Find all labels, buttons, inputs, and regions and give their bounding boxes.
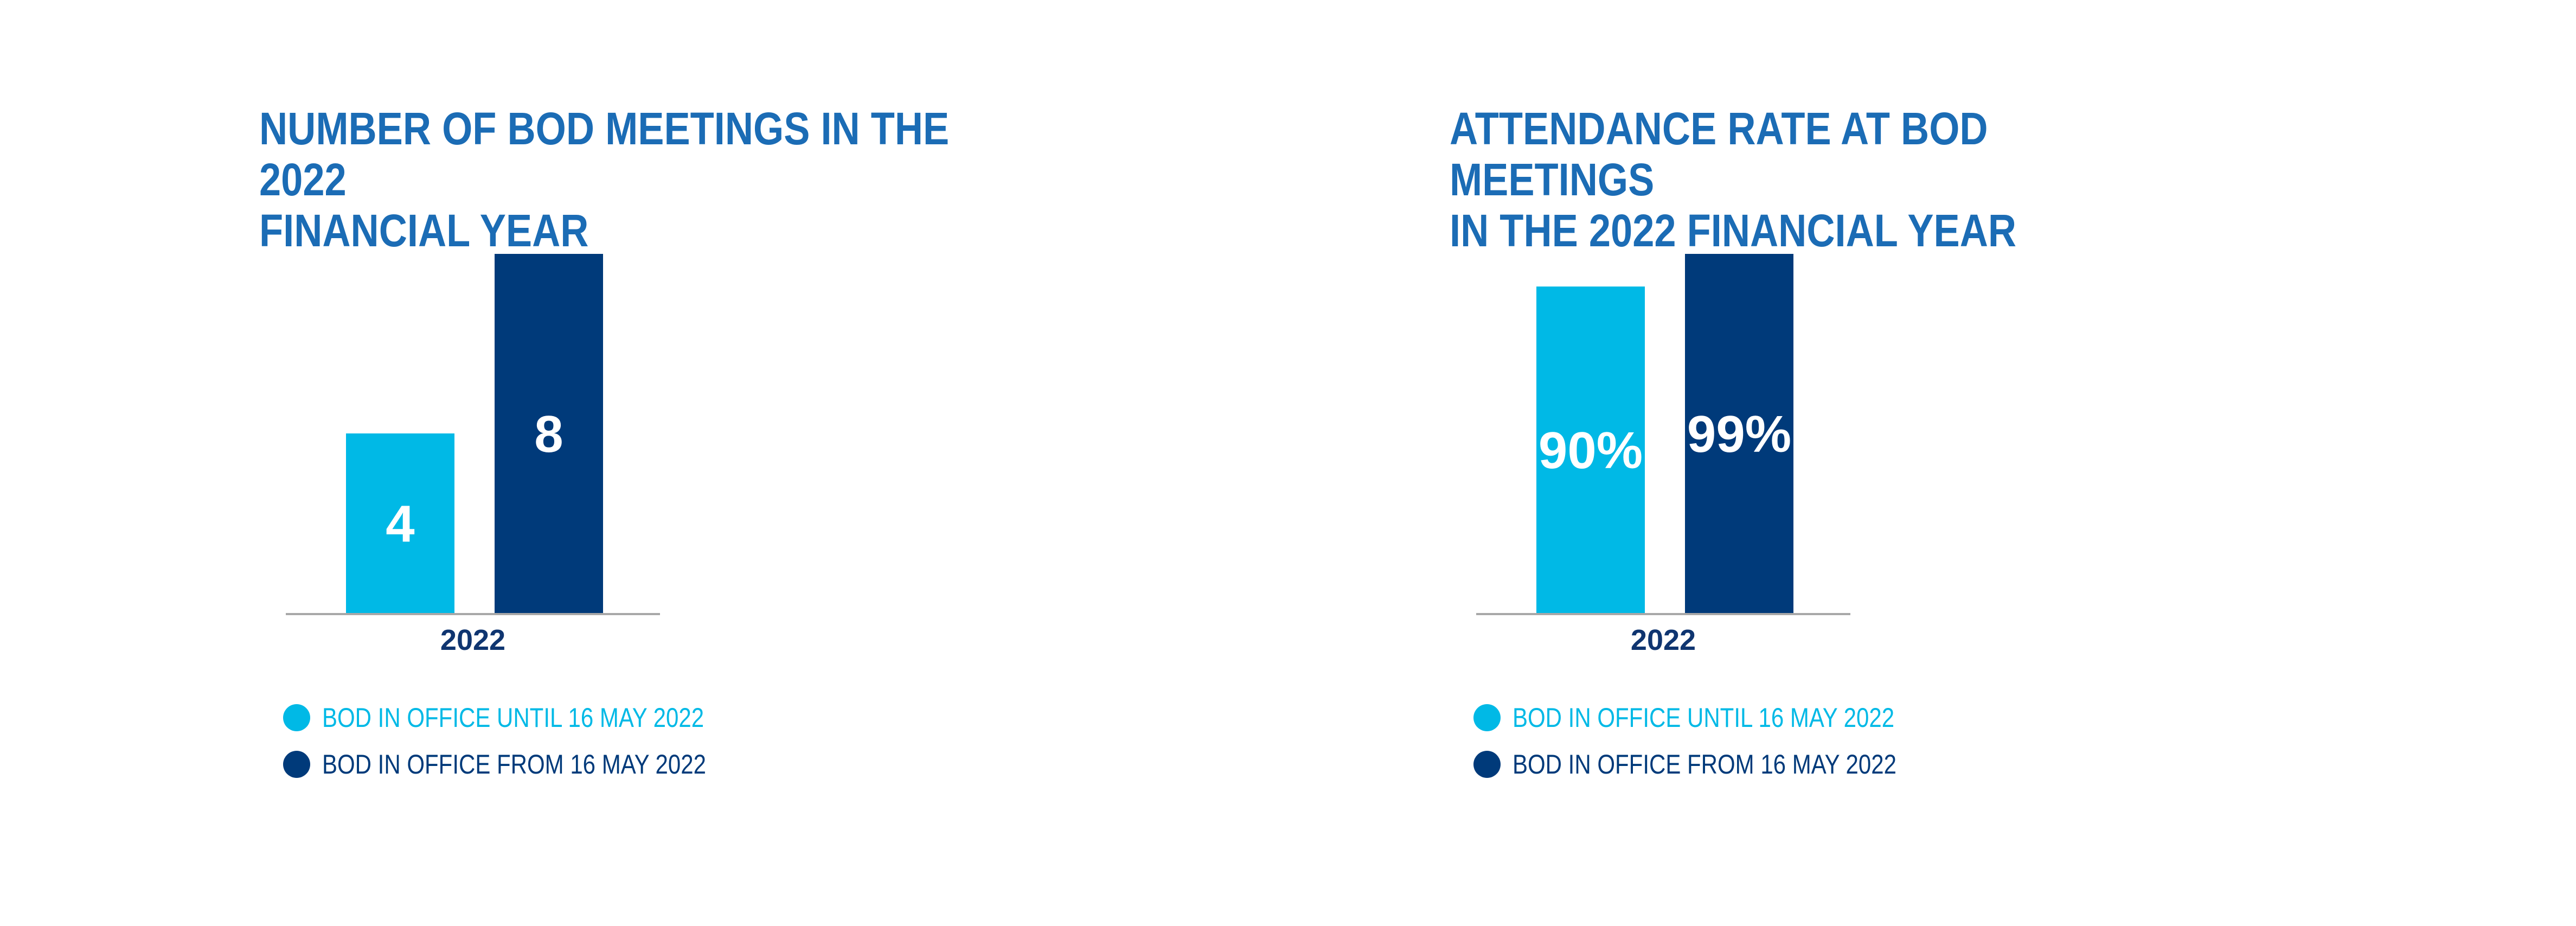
bar-chart-plot: 90% 99% 2022 bbox=[1476, 254, 1850, 656]
chart-title: NUMBER OF BOD MEETINGS IN THE 2022 FINAN… bbox=[259, 103, 959, 256]
x-tick-label: 2022 bbox=[440, 624, 505, 656]
chart-panel-attendance-rate: ATTENDANCE RATE AT BOD MEETINGS IN THE 2… bbox=[1190, 0, 2275, 926]
bar-value-label-from: 8 bbox=[534, 405, 563, 463]
legend-dot-until bbox=[1473, 704, 1501, 731]
bar-value-label-until: 90% bbox=[1539, 422, 1643, 480]
legend-label-until: BOD IN OFFICE UNTIL 16 MAY 2022 bbox=[322, 703, 704, 733]
chart-panel-bod-meetings: NUMBER OF BOD MEETINGS IN THE 2022 FINAN… bbox=[0, 0, 1085, 926]
chart-title-line-2: FINANCIAL YEAR bbox=[259, 205, 589, 256]
chart-title-line-1: ATTENDANCE RATE AT BOD MEETINGS bbox=[1450, 103, 1988, 205]
x-tick-label: 2022 bbox=[1631, 624, 1696, 656]
chart-title: ATTENDANCE RATE AT BOD MEETINGS IN THE 2… bbox=[1450, 103, 2149, 256]
legend-item-from: BOD IN OFFICE FROM 16 MAY 2022 bbox=[283, 741, 779, 788]
legend-label-until: BOD IN OFFICE UNTIL 16 MAY 2022 bbox=[1513, 703, 1895, 733]
legend-label-from: BOD IN OFFICE FROM 16 MAY 2022 bbox=[322, 749, 706, 780]
bar-until bbox=[346, 433, 454, 613]
bar-from bbox=[495, 254, 603, 613]
chart-legend: BOD IN OFFICE UNTIL 16 MAY 2022 BOD IN O… bbox=[1473, 694, 1970, 788]
bar-from bbox=[1685, 254, 1793, 613]
bar-value-label-until: 4 bbox=[386, 495, 414, 553]
legend-label-from: BOD IN OFFICE FROM 16 MAY 2022 bbox=[1513, 749, 1896, 780]
legend-dot-from bbox=[1473, 751, 1501, 778]
chart-title-line-2: IN THE 2022 FINANCIAL YEAR bbox=[1450, 205, 2017, 256]
legend-item-from: BOD IN OFFICE FROM 16 MAY 2022 bbox=[1473, 741, 1970, 788]
legend-item-until: BOD IN OFFICE UNTIL 16 MAY 2022 bbox=[1473, 694, 1970, 741]
legend-item-until: BOD IN OFFICE UNTIL 16 MAY 2022 bbox=[283, 694, 779, 741]
legend-dot-until bbox=[283, 704, 310, 731]
bar-value-label-from: 99% bbox=[1687, 405, 1791, 463]
bar-until bbox=[1536, 286, 1645, 613]
chart-legend: BOD IN OFFICE UNTIL 16 MAY 2022 BOD IN O… bbox=[283, 694, 779, 788]
chart-title-line-1: NUMBER OF BOD MEETINGS IN THE 2022 bbox=[259, 103, 950, 205]
legend-dot-from bbox=[283, 751, 310, 778]
bar-chart-plot: 4 8 2022 bbox=[286, 254, 660, 656]
